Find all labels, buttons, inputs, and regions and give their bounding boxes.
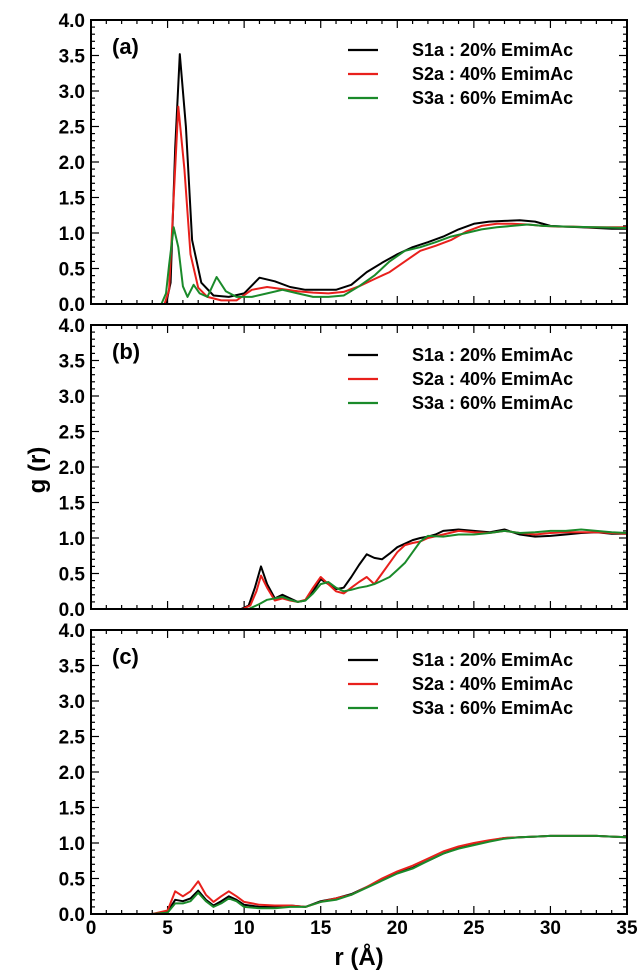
panel-label: (b) [112,339,140,364]
y-tick-label: 1.0 [59,834,85,855]
y-tick-label: 3.5 [59,352,86,373]
series-line-s1a [91,53,627,304]
plot-frame [90,324,628,610]
y-tick-label: 4.0 [59,316,85,337]
x-tick-label: 35 [616,918,638,939]
panel-1: 0.0 0.5 1.0 1.5 2.0 2.5 3.0 3.5 4.0 (a) S1a : 20% … [59,11,628,316]
y-tick-label: 1.5 [59,189,86,210]
y-tick-label: 1.0 [59,529,85,550]
y-tick-label: 3.5 [59,657,86,678]
y-tick-label: 1.5 [59,799,86,820]
y-tick-label: 2.5 [59,728,86,749]
legend-label: S2a : 40% EmimAc [412,369,573,389]
y-tick-label: 3.0 [59,387,85,408]
legend-label: S3a : 60% EmimAc [412,698,573,718]
x-tick-label: 15 [310,918,332,939]
y-tick-label: 3.0 [59,82,85,103]
series-line-s3a [91,528,627,609]
y-tick-label: 4.0 [59,11,85,32]
x-tick-label: 20 [387,918,408,939]
y-tick-label: 1.5 [59,494,86,515]
panel-label: (c) [112,644,139,669]
y-tick-label: 0.5 [59,260,86,281]
x-tick-label: 0 [86,918,97,939]
x-tick-label: 25 [463,918,485,939]
legend-label: S2a : 40% EmimAc [412,674,573,694]
series-line-s2a [91,834,627,914]
y-tick-label: 2.0 [59,763,85,784]
y-tick-label: 0.5 [59,870,86,891]
y-tick-label: 2.5 [59,423,86,444]
legend-label: S2a : 40% EmimAc [412,64,573,84]
y-tick-label: 2.0 [59,153,85,174]
legend-label: S1a : 20% EmimAc [412,650,573,670]
x-tick-label: 30 [540,918,561,939]
series-line-s3a [91,834,627,914]
legend-label: S3a : 60% EmimAc [412,88,573,108]
y-tick-label: 4.0 [59,621,85,642]
y-tick-label: 0.0 [59,905,85,926]
x-axis-title: r (Å) [334,943,383,971]
panel-label: (a) [112,34,139,59]
y-tick-label: 3.5 [59,47,86,68]
panel-3: 0.0 0.5 1.0 1.5 2.0 2.5 3.0 3.5 4.0 0 5 10 15 20 25 30 3… [59,621,638,939]
legend-label: S3a : 60% EmimAc [412,393,573,413]
plot-frame [90,19,628,305]
series-line-s3a [91,223,627,304]
panel-2: 0.0 0.5 1.0 1.5 2.0 2.5 3.0 3.5 4.0 (b) S1a : 20% … [59,316,628,621]
x-tick-label: 5 [162,918,173,939]
plot-frame [90,629,628,915]
y-axis-title: g (r) [24,447,51,494]
series-line-s1a [91,528,627,609]
y-tick-label: 0.5 [59,565,86,586]
x-tick-label: 10 [234,918,255,939]
y-tick-label: 2.5 [59,118,86,139]
series-line-s2a [91,529,627,609]
y-tick-label: 3.0 [59,692,85,713]
y-tick-label: 1.0 [59,224,85,245]
legend-label: S1a : 20% EmimAc [412,345,573,365]
legend-label: S1a : 20% EmimAc [412,40,573,60]
y-tick-label: 0.0 [59,600,85,621]
y-tick-label: 2.0 [59,458,85,479]
y-tick-label: 0.0 [59,295,85,316]
